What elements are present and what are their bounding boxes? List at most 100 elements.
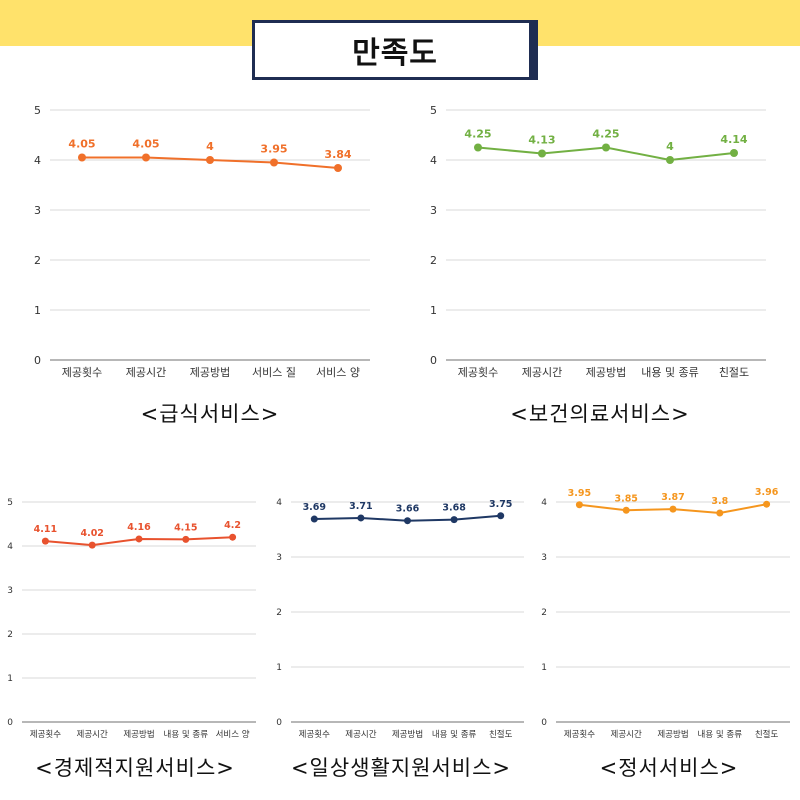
data-label: 4.02 [80, 528, 103, 539]
x-tick-label: 제공횟수 [564, 729, 595, 740]
x-tick-label: 친절도 [489, 729, 513, 740]
x-tick-label: 제공방법 [123, 729, 154, 740]
data-label: 4.16 [127, 522, 151, 533]
x-tick-label: 친절도 [755, 729, 779, 740]
x-tick-label: 서비스 양 [216, 729, 250, 740]
data-point [270, 158, 278, 167]
y-tick-label: 2 [7, 630, 13, 640]
data-label: 4 [666, 140, 674, 153]
y-tick-label: 4 [7, 542, 13, 552]
y-tick-label: 2 [541, 608, 547, 618]
data-label: 3.87 [661, 492, 684, 503]
chart-emotional-service: 0 1 2 3 4 제공횟수 제공시간 제공방법 내용 및 종류 친절도 3.95 3.85 3.87 3… [534, 487, 800, 750]
y-tick-label: 3 [430, 204, 437, 217]
data-label: 3.95 [568, 488, 591, 499]
chart-economic-service-svg: 0 1 2 3 4 5 제공횟수 제공시간 제공방법 내용 및 종류 서비스 양 4.11 4.02 4.… [7, 498, 256, 740]
y-tick-label: 4 [541, 498, 547, 508]
x-tick-label: 제공횟수 [299, 729, 330, 740]
x-tick-label: 내용 및 종류 [641, 366, 699, 379]
data-label: 4.05 [132, 138, 159, 151]
data-point [622, 506, 630, 514]
data-label: 3.85 [614, 493, 637, 504]
x-tick-label: 서비스 질 [252, 366, 296, 379]
y-tick-label: 0 [430, 354, 437, 367]
data-point [763, 500, 771, 508]
x-tick-label: 제공횟수 [62, 366, 102, 379]
y-tick-label: 4 [34, 154, 41, 167]
y-tick-label: 4 [430, 154, 437, 167]
page-title: 만족도 [352, 36, 438, 71]
data-label: 4.25 [592, 128, 619, 141]
data-point [404, 517, 411, 525]
data-label: 3.8 [711, 496, 728, 507]
x-tick-label: 제공방법 [586, 366, 626, 379]
data-point [730, 149, 738, 157]
x-tick-label: 내용 및 종류 [432, 729, 477, 740]
data-point [666, 156, 674, 164]
data-label: 4.14 [720, 133, 747, 146]
y-tick-label: 2 [276, 608, 282, 618]
data-label: 4 [206, 140, 214, 153]
x-tick-label: 제공시간 [77, 729, 108, 740]
x-tick-label: 친절도 [719, 366, 749, 379]
y-tick-label: 4 [276, 498, 282, 508]
chart-meal-service-svg: 0 1 2 3 4 5 제공횟수 제공시간 제공방법 서비스 질 서비스 양 4.05 4.05 4 3.9… [34, 104, 370, 379]
data-label: 3.66 [396, 504, 420, 515]
data-point [450, 516, 458, 524]
data-point [310, 515, 318, 523]
chart-daily-life-service-caption: <일상생활지원서비스> [290, 756, 512, 780]
chart-economic-service: 0 1 2 3 4 5 제공횟수 제공시간 제공방법 내용 및 종류 서비스 양 4.11 4.02 4.… [0, 490, 266, 750]
y-tick-label: 3 [34, 204, 41, 217]
chart-meal-service-caption: <급식서비스> [140, 402, 280, 426]
chart-emotional-service-caption: <정서서비스> [599, 756, 739, 780]
y-tick-label: 5 [34, 104, 41, 117]
x-tick-label: 제공횟수 [30, 729, 61, 740]
data-point [669, 505, 677, 513]
x-tick-label: 내용 및 종류 [164, 729, 209, 740]
data-label: 3.69 [303, 502, 326, 513]
data-point [716, 509, 724, 517]
data-point [334, 164, 342, 172]
data-label: 4.05 [68, 138, 95, 151]
data-label: 4.2 [224, 520, 241, 531]
y-tick-label: 3 [276, 553, 282, 563]
x-tick-label: 제공방법 [190, 366, 230, 379]
data-point [206, 156, 214, 164]
data-label: 4.13 [528, 134, 555, 147]
data-point [41, 537, 49, 545]
data-point [88, 541, 96, 549]
data-point [575, 501, 583, 509]
y-tick-label: 2 [430, 254, 437, 267]
data-point [135, 535, 143, 543]
data-label: 4.11 [34, 524, 57, 535]
data-label: 4.15 [174, 522, 197, 533]
x-tick-label: 제공시간 [345, 729, 376, 740]
chart-economic-service-caption: <경제적지원서비스> [35, 756, 235, 780]
data-point [229, 533, 237, 541]
data-point [538, 149, 546, 158]
y-tick-label: 2 [34, 254, 41, 267]
y-tick-label: 1 [34, 304, 41, 317]
y-tick-label: 5 [430, 104, 437, 117]
chart-health-service: 0 1 2 3 4 5 제공횟수 제공시간 제공방법 내용 및 종류 친절도 4.25 4.13 4.25… [400, 98, 800, 388]
data-label: 3.95 [260, 143, 287, 156]
data-point [142, 153, 150, 162]
data-point [497, 512, 505, 520]
data-label: 3.84 [324, 148, 351, 161]
data-point [78, 153, 86, 162]
page-title-box: 만족도 [252, 20, 538, 80]
x-tick-label: 제공방법 [657, 729, 688, 740]
data-label: 3.68 [442, 503, 466, 514]
chart-emotional-service-svg: 0 1 2 3 4 제공횟수 제공시간 제공방법 내용 및 종류 친절도 3.95 3.85 3.87 3… [541, 487, 790, 740]
x-tick-label: 내용 및 종류 [698, 729, 743, 740]
data-point [474, 143, 482, 152]
data-label: 3.75 [489, 499, 512, 510]
data-point [602, 143, 610, 152]
x-tick-label: 서비스 양 [316, 366, 360, 379]
chart-meal-service: 0 1 2 3 4 5 제공횟수 제공시간 제공방법 서비스 질 서비스 양 4.05 4.05 4 3.9… [0, 98, 400, 388]
data-point [357, 514, 365, 522]
data-label: 3.71 [349, 501, 372, 512]
y-tick-label: 1 [430, 304, 437, 317]
y-tick-label: 5 [7, 498, 13, 508]
y-tick-label: 1 [7, 674, 13, 684]
